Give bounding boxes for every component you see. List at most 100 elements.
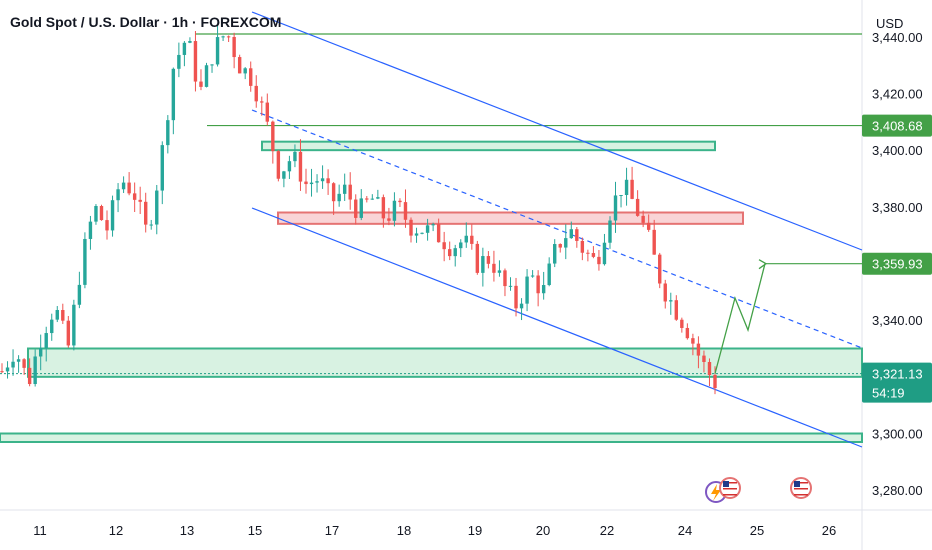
flag-canton (794, 481, 800, 487)
flag-stripe (723, 494, 737, 496)
candle (50, 313, 54, 341)
candle (514, 277, 518, 317)
candle (138, 186, 142, 215)
candle-body (11, 361, 15, 368)
candle-body (365, 198, 369, 200)
candle (265, 93, 270, 126)
candle-body (55, 310, 59, 320)
candle (398, 198, 402, 207)
candle (342, 173, 347, 201)
candle-body (348, 184, 352, 200)
candle-body (44, 333, 48, 348)
candle-body (503, 270, 507, 287)
candle (608, 216, 612, 249)
candle-body (403, 202, 408, 220)
candle (61, 303, 65, 324)
candle (110, 195, 115, 237)
candle (663, 279, 667, 309)
candle (144, 192, 148, 233)
candle-body (260, 101, 264, 103)
x-tick-label: 20 (536, 523, 550, 538)
price-tag-332113 (862, 362, 932, 403)
candle-body (22, 359, 26, 368)
candle (260, 96, 264, 116)
x-tick-label: 19 (468, 523, 482, 538)
candle (420, 232, 424, 235)
candle-body (569, 229, 573, 239)
candle (166, 115, 170, 154)
candle-body (431, 224, 435, 226)
candle-body (27, 367, 32, 385)
candle (232, 32, 236, 69)
candle (11, 349, 15, 376)
candle-body (707, 361, 712, 375)
candle (713, 366, 717, 395)
candle-body (77, 284, 82, 305)
candle-body (132, 193, 137, 200)
candle-body (287, 161, 292, 172)
candle (132, 182, 137, 213)
candle-body (613, 195, 618, 221)
candle-body (144, 201, 148, 225)
candle (425, 218, 430, 241)
candle-body (249, 68, 253, 86)
candle-body (298, 151, 303, 182)
candle-body (33, 356, 37, 385)
channel-upper-line (251, 11, 863, 251)
candle (204, 62, 209, 88)
candle (99, 204, 104, 221)
currency-label[interactable]: USD (876, 16, 904, 31)
candle-body (243, 68, 247, 74)
candle-body (304, 181, 308, 185)
candle-body (558, 244, 562, 248)
candle-body (331, 183, 336, 202)
candle (619, 194, 623, 208)
channel-lower-line (251, 207, 863, 448)
candle-body (464, 235, 468, 243)
candle-body (696, 343, 701, 356)
candle (221, 35, 225, 42)
candle (569, 221, 573, 239)
candles-group (0, 25, 717, 395)
candle-body (602, 242, 607, 265)
x-tick-label: 18 (397, 523, 411, 538)
candle-body (392, 200, 397, 221)
candle-body (210, 64, 214, 66)
candle (326, 169, 330, 195)
x-tick-label: 11 (33, 523, 47, 538)
candle-body (254, 85, 258, 102)
candle-body (16, 359, 21, 362)
price-tag-335993 (862, 252, 932, 275)
candle (376, 189, 380, 200)
y-tick-label: 3,300.00 (872, 427, 923, 442)
flag-canton (723, 481, 729, 487)
y-tick-label: 3,380.00 (872, 200, 923, 215)
candle-body (138, 199, 142, 202)
candle-body (149, 224, 153, 226)
candle-body (508, 285, 513, 287)
support-zone (27, 347, 863, 378)
projection-path (714, 263, 766, 374)
candle-body (110, 200, 115, 231)
candle-body (83, 238, 87, 285)
candle (243, 67, 247, 80)
candle-body (116, 189, 120, 201)
candle (210, 64, 214, 73)
candle (464, 222, 468, 248)
candle-body (470, 235, 474, 244)
candle-body (293, 151, 297, 162)
candle-body (359, 198, 363, 218)
candle (530, 270, 535, 278)
candle (652, 219, 656, 255)
candle-body (282, 171, 286, 179)
candle-body (237, 57, 242, 74)
y-tick-label: 3,340.00 (872, 313, 923, 328)
candle-body (680, 319, 684, 328)
price-tag-340868 (862, 114, 932, 137)
candle (320, 165, 325, 189)
candle-body (0, 371, 4, 373)
x-tick-label: 12 (109, 523, 123, 538)
candle-body (442, 242, 446, 250)
candle (431, 222, 435, 232)
